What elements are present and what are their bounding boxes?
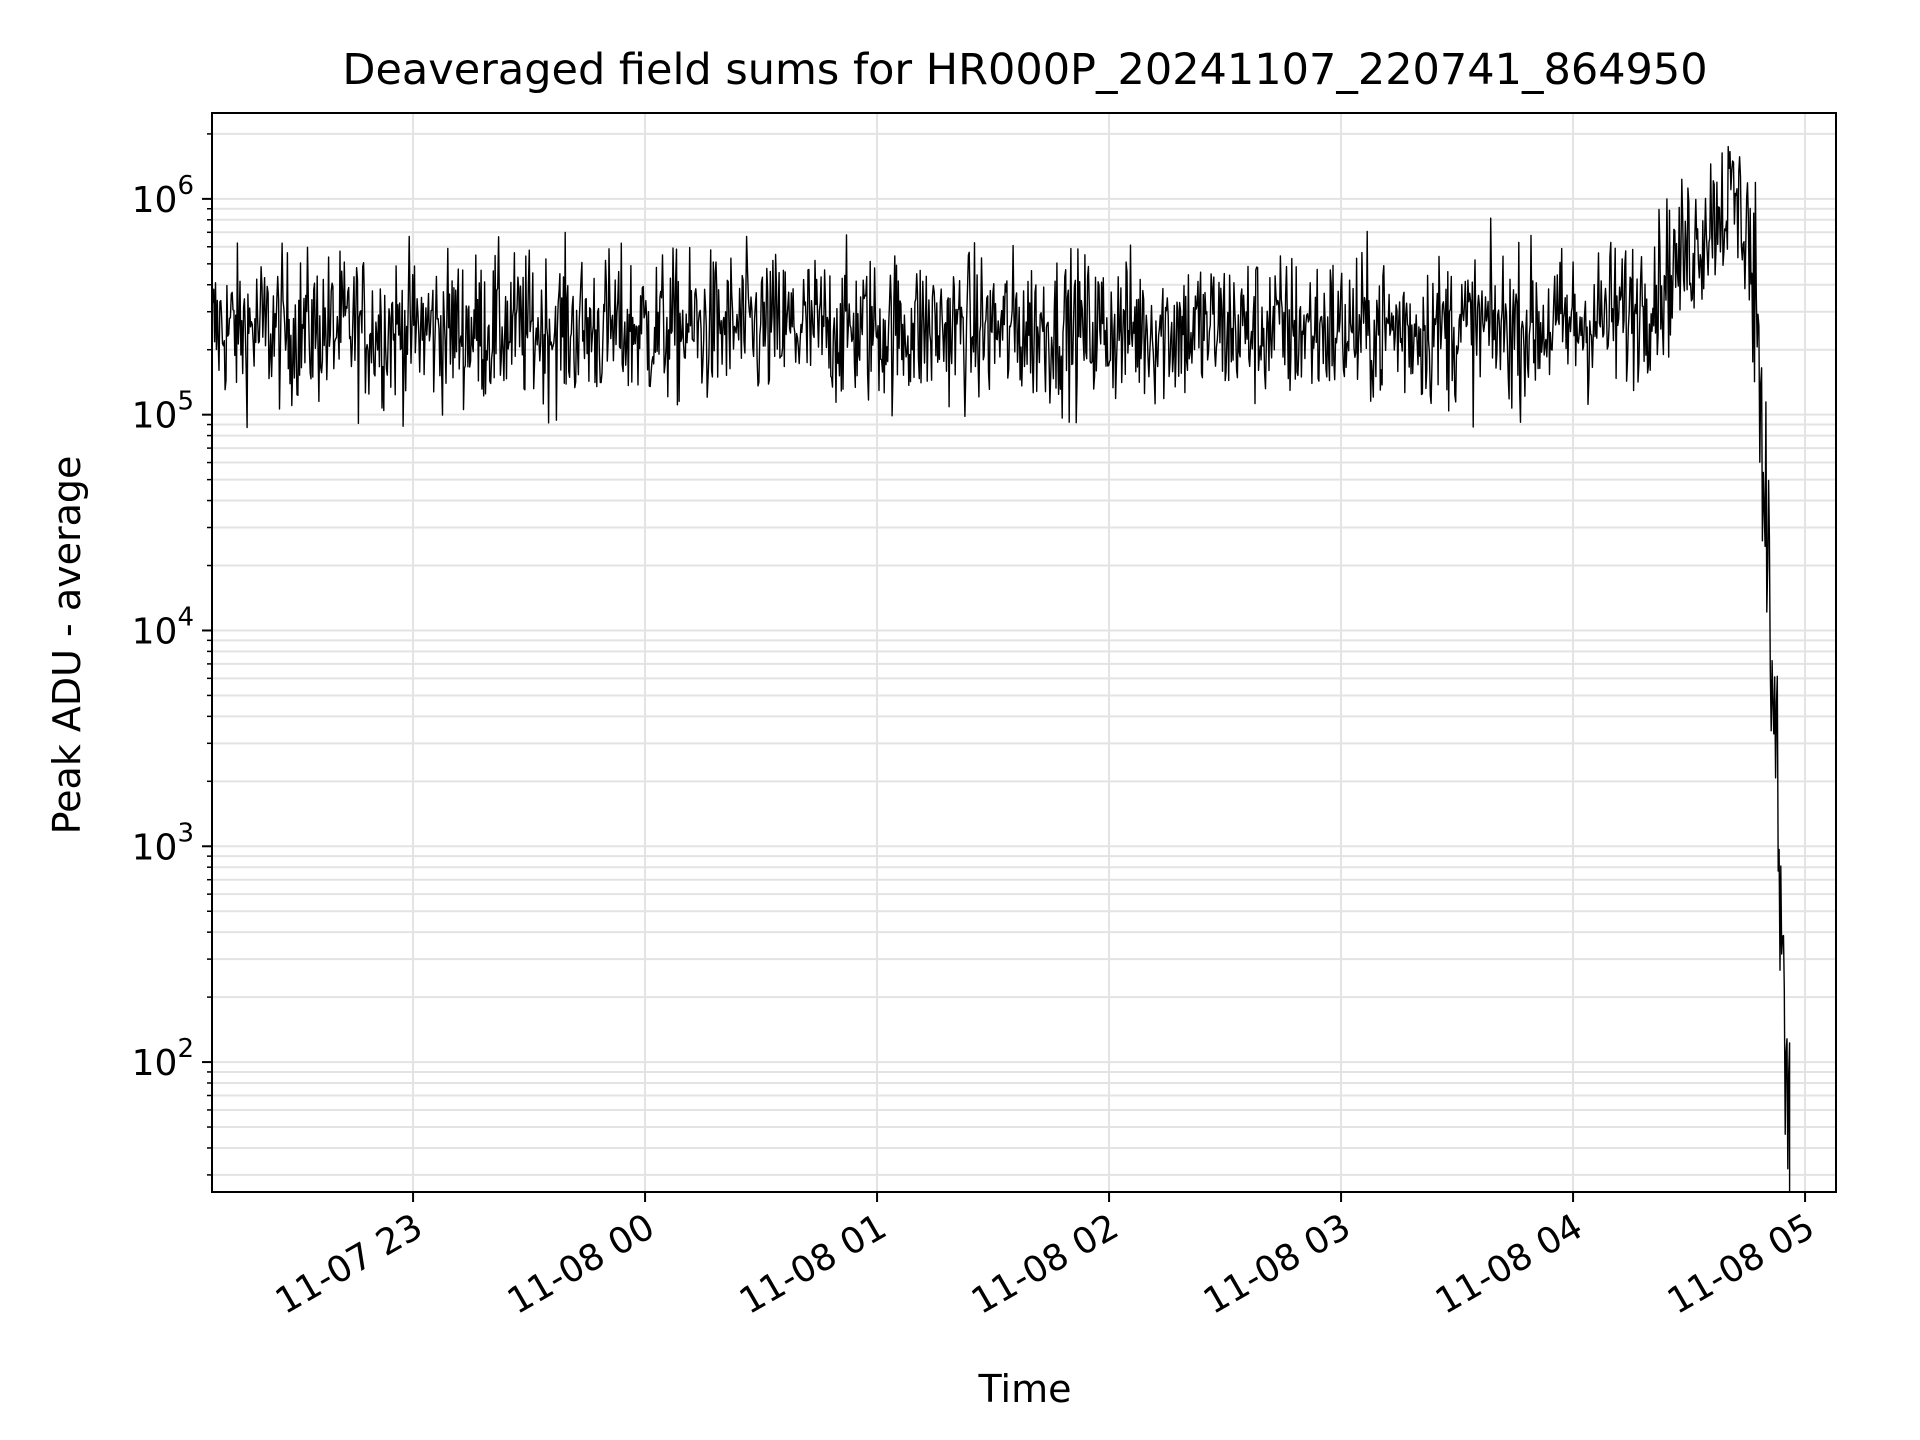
grid bbox=[212, 113, 1836, 1192]
y-tick-label: 105 bbox=[132, 387, 194, 437]
plot-area bbox=[211, 145, 1791, 1192]
series-line bbox=[211, 145, 1791, 1192]
y-tick-label: 104 bbox=[132, 602, 194, 652]
y-tick-label: 102 bbox=[132, 1034, 194, 1084]
axes-frame bbox=[211, 112, 1837, 1193]
x-axis-label: Time bbox=[978, 1367, 1072, 1411]
y-axis-label: Peak ADU - average bbox=[45, 456, 89, 835]
y-tick-label: 106 bbox=[132, 171, 194, 221]
y-tick-label: 103 bbox=[132, 818, 194, 868]
chart-title: Deaveraged field sums for HR000P_2024110… bbox=[342, 45, 1707, 95]
